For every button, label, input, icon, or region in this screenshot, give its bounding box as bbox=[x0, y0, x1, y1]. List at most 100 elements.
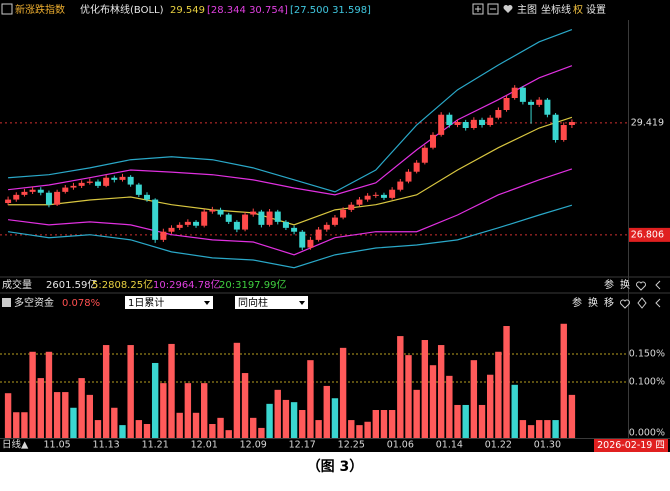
period-dropdown[interactable] bbox=[125, 296, 213, 309]
candle-body bbox=[217, 209, 224, 215]
candle-body bbox=[405, 171, 412, 182]
candle-body bbox=[13, 194, 20, 200]
bar bbox=[405, 355, 412, 438]
bar bbox=[446, 375, 453, 438]
bar bbox=[487, 374, 494, 438]
switch-button[interactable]: 换 bbox=[620, 278, 630, 291]
zoom-in[interactable] bbox=[472, 3, 484, 15]
bar bbox=[258, 427, 265, 438]
bar bbox=[568, 394, 576, 438]
candle-body bbox=[282, 221, 289, 228]
volume-ma5: 5:2808.25亿 bbox=[92, 278, 153, 291]
indicator-name[interactable]: 优化布林线(BOLL) bbox=[80, 3, 164, 16]
rights-button[interactable]: 权 bbox=[573, 3, 583, 16]
candle-body bbox=[258, 211, 265, 225]
boll-line bbox=[7, 204, 573, 269]
candle-body bbox=[560, 125, 567, 140]
bar bbox=[62, 392, 69, 438]
cursor-date-box bbox=[594, 439, 668, 452]
candle-body bbox=[201, 211, 208, 226]
bar bbox=[151, 362, 159, 438]
bar bbox=[339, 347, 347, 438]
candle-body bbox=[103, 177, 110, 186]
candle-body bbox=[5, 199, 12, 203]
x-tick-label: 12.01 bbox=[191, 440, 218, 451]
favorite[interactable] bbox=[636, 281, 646, 291]
coordinate-button[interactable]: 坐标线 bbox=[541, 3, 571, 16]
bar bbox=[388, 410, 396, 438]
style-dropdown[interactable] bbox=[235, 296, 308, 309]
panel-current: 0.078% bbox=[62, 298, 100, 309]
bar bbox=[37, 378, 44, 438]
candle-body bbox=[462, 122, 469, 128]
bar bbox=[552, 420, 559, 438]
bar bbox=[413, 389, 420, 438]
param-button[interactable]: 参 bbox=[604, 278, 614, 291]
bar bbox=[119, 425, 126, 438]
candle-body bbox=[503, 98, 510, 110]
x-tick-label: 01.30 bbox=[534, 440, 561, 451]
bar bbox=[372, 410, 379, 438]
bar bbox=[274, 389, 281, 438]
candle-body bbox=[250, 211, 257, 215]
y-tick-label: 29.419 bbox=[631, 117, 664, 128]
candle-body bbox=[340, 209, 347, 218]
move-button[interactable]: 移 bbox=[604, 296, 614, 309]
bar bbox=[102, 345, 110, 438]
candle-body bbox=[519, 87, 526, 102]
x-tick-label: 11.05 bbox=[44, 440, 71, 451]
candle-body bbox=[536, 99, 543, 105]
panel-title: 多空资金 bbox=[14, 296, 54, 309]
candle-body bbox=[299, 231, 306, 248]
candle-body bbox=[487, 117, 494, 125]
favorite[interactable] bbox=[503, 4, 513, 13]
x-tick-label: 01.06 bbox=[387, 440, 414, 451]
switch-button[interactable]: 换 bbox=[588, 296, 598, 309]
bar bbox=[503, 326, 510, 438]
index-name[interactable]: 新涨跌指数 bbox=[15, 3, 65, 16]
candle-body bbox=[315, 229, 322, 240]
x-tick-label: 11.13 bbox=[93, 440, 120, 451]
candle-body bbox=[356, 199, 363, 205]
param-button[interactable]: 参 bbox=[572, 296, 582, 309]
candle-body bbox=[495, 110, 502, 118]
period-dropdown-text[interactable]: 1日累计 bbox=[128, 296, 164, 309]
bar bbox=[421, 340, 429, 438]
help-icon[interactable] bbox=[2, 298, 11, 307]
volume-ma20: 20:3197.99亿 bbox=[219, 278, 286, 291]
separators bbox=[0, 20, 670, 439]
style-dropdown-text[interactable]: 同向柱 bbox=[238, 296, 268, 309]
volume-total: 2601.59亿 bbox=[46, 278, 97, 291]
bar bbox=[250, 417, 257, 438]
candle-body bbox=[144, 194, 150, 200]
period-label[interactable]: 日线▲ bbox=[2, 439, 29, 451]
bar bbox=[356, 425, 363, 438]
bar bbox=[348, 420, 355, 438]
main-chart-button[interactable]: 主图 bbox=[517, 4, 537, 16]
candle-body bbox=[62, 187, 69, 192]
volume-ma10: 10:2964.78亿 bbox=[153, 278, 220, 291]
candle-body bbox=[29, 189, 36, 192]
bar bbox=[266, 403, 273, 438]
zoom-out[interactable] bbox=[487, 3, 499, 15]
diamond-button[interactable] bbox=[637, 297, 647, 309]
collapse[interactable] bbox=[655, 280, 661, 290]
bar bbox=[13, 412, 20, 438]
favorite[interactable] bbox=[620, 299, 630, 309]
y-tick-label: 0.000% bbox=[629, 428, 665, 439]
x-tick-label: 01.22 bbox=[485, 440, 512, 451]
index-icon[interactable] bbox=[1, 3, 13, 15]
y-tick-label: 26.806 bbox=[631, 229, 664, 240]
candle-body bbox=[127, 176, 134, 185]
candle-body bbox=[176, 224, 183, 228]
price-label-box bbox=[629, 227, 670, 242]
candle-body bbox=[266, 211, 273, 225]
volume-label: 成交量 bbox=[2, 278, 32, 291]
bar bbox=[201, 383, 208, 438]
candle-body bbox=[184, 221, 191, 225]
collapse[interactable] bbox=[655, 298, 661, 308]
settings-button[interactable]: 设置 bbox=[586, 4, 606, 16]
candle-body bbox=[274, 211, 281, 222]
candle-body bbox=[152, 199, 159, 240]
bar bbox=[331, 398, 339, 438]
